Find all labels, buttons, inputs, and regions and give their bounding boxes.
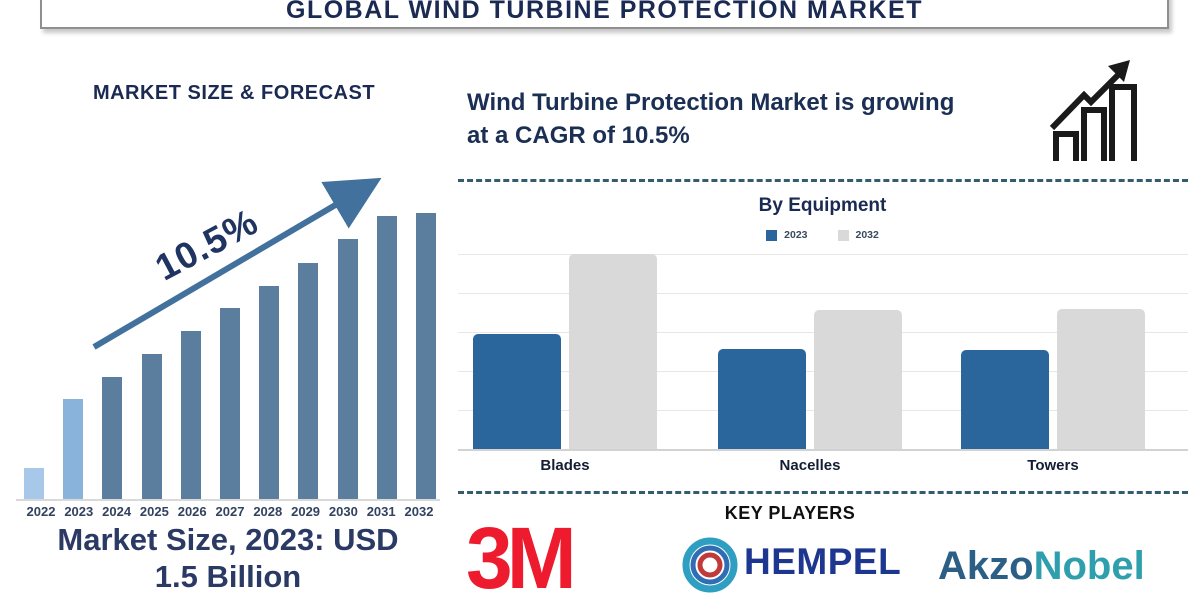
equipment-x-axis: [458, 449, 1188, 451]
equipment-group-towers: [961, 253, 1145, 449]
forecast-year-labels: 2022 2023 2024 2025 2026 2027 2028 2029 2030 2031…: [24, 504, 436, 519]
forecast-bar-2031: [376, 216, 397, 499]
legend-label: 2032: [855, 229, 879, 241]
equipment-bar-nacelles-2032: [814, 310, 902, 449]
equipment-bar-towers-2032: [1057, 309, 1145, 449]
equipment-category-label: Nacelles: [779, 457, 841, 474]
logo-nobel-part: Nobel: [1033, 544, 1145, 588]
equipment-bar-nacelles-2023: [718, 349, 806, 449]
trend-arrow-icon: [92, 177, 382, 350]
dashed-divider-top: [458, 179, 1188, 182]
forecast-bar-2023: [63, 399, 84, 499]
forecast-bar-2022: [24, 468, 44, 499]
market-size-caption-line2: 1.5 Billion: [154, 559, 302, 594]
market-size-caption-line1: Market Size, 2023: USD: [57, 522, 399, 557]
forecast-bar-2028: [259, 286, 280, 499]
legend-swatch-2032: [837, 229, 849, 241]
legend-swatch-2023: [766, 229, 778, 241]
forecast-year-label: 2029: [291, 504, 321, 519]
logo-akzo-part: Akzo: [938, 544, 1034, 588]
equipment-legend: 2023 2032: [460, 229, 1185, 241]
gridline: [458, 254, 1188, 255]
legend-item-2023: 2023: [766, 229, 808, 241]
forecast-year-label: 2027: [215, 504, 245, 519]
by-equipment-title: By Equipment: [758, 195, 887, 216]
key-players-title: KEY PLAYERS: [724, 503, 856, 523]
logo-hempel: HEMPEL: [744, 541, 902, 582]
forecast-year-label: 2032: [404, 504, 434, 519]
bar-chart-rising-arrow-icon: [1049, 60, 1137, 161]
growth-headline-line2: at a CAGR of 10.5%: [467, 122, 690, 149]
forecast-year-label: 2028: [253, 504, 283, 519]
equipment-group-blades: [473, 253, 657, 449]
forecast-x-axis: [16, 499, 440, 501]
growth-headline: Wind Turbine Protection Market is growin…: [467, 86, 1057, 152]
market-size-caption: Market Size, 2023: USD 1.5 Billion: [8, 521, 448, 595]
forecast-year-label: 2024: [102, 504, 132, 519]
logo-3m: 3M: [466, 509, 577, 607]
forecast-bar-2027: [219, 308, 240, 499]
growth-headline-line1: Wind Turbine Protection Market is growin…: [467, 89, 955, 116]
forecast-year-label: 2023: [64, 504, 94, 519]
forecast-bar-2025: [141, 354, 162, 499]
dashed-divider-bottom: [458, 491, 1188, 494]
forecast-bar-2030: [337, 239, 358, 499]
equipment-bar-towers-2023: [961, 350, 1049, 449]
equipment-group-nacelles: [718, 253, 902, 449]
legend-item-2032: 2032: [837, 229, 879, 241]
equipment-bar-blades-2032: [569, 254, 657, 449]
hempel-logo-icon: [682, 537, 738, 593]
forecast-year-label: 2022: [26, 504, 56, 519]
equipment-category-label: Towers: [1027, 457, 1079, 474]
forecast-year-label: 2031: [366, 504, 396, 519]
forecast-year-label: 2026: [177, 504, 207, 519]
market-size-forecast-heading: MARKET SIZE & FORECAST: [92, 82, 376, 104]
forecast-bar-2024: [102, 377, 123, 499]
forecast-bar-chart: [24, 213, 436, 499]
legend-label: 2023: [784, 229, 808, 241]
forecast-bar-2029: [298, 263, 319, 499]
forecast-year-label: 2025: [139, 504, 169, 519]
logo-akzonobel: AkzoNobel: [938, 546, 1145, 586]
forecast-bar-2026: [180, 331, 201, 499]
forecast-bar-2032: [415, 213, 436, 499]
page-title: GLOBAL WIND TURBINE PROTECTION MARKET: [286, 0, 923, 24]
forecast-year-label: 2030: [328, 504, 358, 519]
banner-title-box: GLOBAL WIND TURBINE PROTECTION MARKET: [40, 0, 1169, 29]
gridline: [458, 293, 1188, 294]
equipment-category-label: Blades: [540, 457, 590, 474]
equipment-bar-blades-2023: [473, 334, 561, 449]
